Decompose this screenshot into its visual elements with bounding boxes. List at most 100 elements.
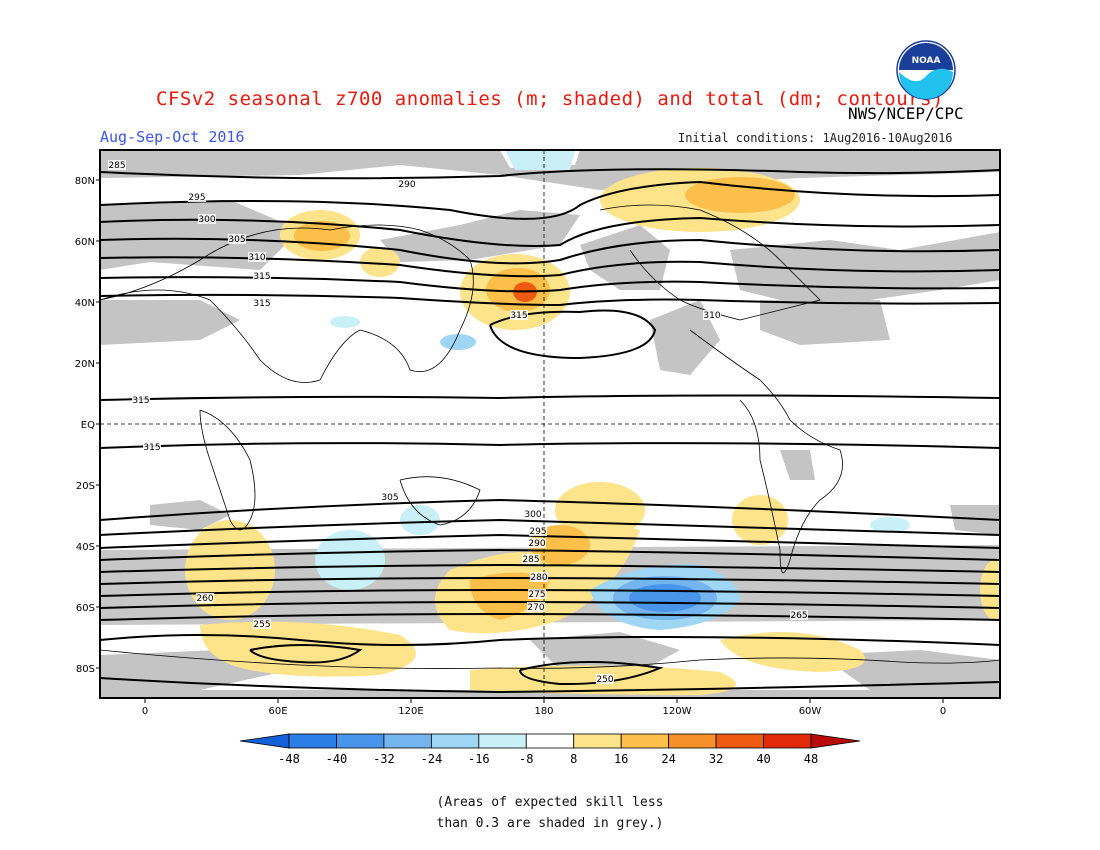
colorbar-segment [478, 733, 527, 749]
contour-label: 260 [196, 594, 213, 604]
contour-label-bg [524, 509, 542, 519]
colorbar-segment [288, 733, 337, 749]
contour-label: 315 [253, 272, 270, 282]
lat-label: 40S [76, 542, 95, 553]
longitude-labels: 0 60E 120E 180 120W 60W 0 [142, 698, 946, 717]
colorbar-segment [525, 733, 575, 749]
colorbar-tick-label: 8 [570, 752, 577, 766]
latitude-labels: 80N 60N 40N 20N EQ 20S 40S 60S 80S [75, 176, 100, 675]
page-title: CFSv2 seasonal z700 anomalies (m; shaded… [156, 88, 944, 110]
contour-label: 295 [188, 193, 205, 203]
lon-label: 60W [799, 706, 822, 717]
colorbar-segment [810, 733, 861, 749]
contour-label-bg [527, 602, 545, 612]
contour-label: 315 [253, 299, 270, 309]
colorbar-tick-label: -8 [519, 752, 533, 766]
contour-label-bg [248, 252, 266, 262]
contour-label-bg [228, 234, 246, 244]
lat-label: 20N [75, 359, 95, 370]
colorbar-tick-label: 32 [709, 752, 723, 766]
contour-label: 280 [530, 573, 547, 583]
contour-label-bg [703, 310, 721, 320]
colorbar-segment [668, 733, 717, 749]
contour-label-bg [253, 298, 271, 308]
colorbar-tick-label: -16 [468, 752, 490, 766]
skill-note-line-1: (Areas of expected skill less [436, 795, 664, 810]
lat-label: 60S [76, 603, 95, 614]
contour-label-bg [188, 192, 206, 202]
lon-label: 120W [663, 706, 692, 717]
lon-label: 180 [534, 706, 553, 717]
colorbar-tick-label: -32 [373, 752, 395, 766]
contour-label: 285 [108, 161, 125, 171]
contour-label-bg [108, 160, 126, 170]
lon-label: 120E [398, 706, 423, 717]
colorbar-segment [620, 733, 670, 749]
contour-label-bg [143, 442, 161, 452]
contour-label-bg [528, 589, 546, 599]
contour-label-bg [596, 674, 614, 684]
positive-anomaly-shading [185, 168, 1000, 695]
contour-label-bg [198, 214, 216, 224]
colorbar-segment [763, 733, 812, 749]
contour-label: 250 [596, 675, 613, 685]
initial-conditions-label: Initial conditions: 1Aug2016-10Aug2016 [678, 131, 953, 145]
colorbar-tick-label: 16 [614, 752, 628, 766]
colorbar: -48 -40 -32 -24 -16 -8 8 16 24 32 40 48 [239, 733, 861, 766]
logo-text: NOAA [912, 56, 941, 66]
contour-label-bg [132, 395, 150, 405]
colorbar-segment [715, 733, 764, 749]
contour-label: 300 [198, 215, 215, 225]
contour-label: 265 [790, 611, 807, 621]
contour-label-bg [790, 610, 808, 620]
lat-label: 20S [76, 481, 95, 492]
colorbar-segment [383, 733, 432, 749]
colorbar-segment [430, 733, 480, 749]
colorbar-tick-label: 24 [661, 752, 675, 766]
skill-note-line-2: than 0.3 are shaded in grey.) [436, 816, 664, 831]
season-label: Aug-Sep-Oct 2016 [100, 128, 245, 146]
colorbar-tick-label: -24 [421, 752, 443, 766]
colorbar-segment [239, 733, 290, 749]
height-contours [100, 168, 1000, 694]
contour-label: 290 [398, 180, 415, 190]
skill-note: (Areas of expected skill less than 0.3 a… [0, 792, 1100, 834]
colorbar-tick-label: 48 [804, 752, 818, 766]
colorbar-tick-label: 40 [756, 752, 770, 766]
contour-label-bg [398, 179, 416, 189]
contour-label: 305 [381, 493, 398, 503]
contour-label-bg [253, 619, 271, 629]
contour-label: 270 [527, 603, 544, 613]
contour-label: 285 [522, 555, 539, 565]
contour-label-bg [510, 310, 528, 320]
contour-label: 290 [528, 539, 545, 549]
lon-label: 0 [142, 706, 148, 717]
contour-label: 315 [510, 311, 527, 321]
contour-label-bg [529, 526, 547, 536]
contour-label-bg [253, 271, 271, 281]
lat-label: 80S [76, 664, 95, 675]
contour-label: 300 [524, 510, 541, 520]
contour-label-bg [196, 593, 214, 603]
contour-label: 315 [132, 396, 149, 406]
contour-label: 315 [143, 443, 160, 453]
contour-label: 305 [228, 235, 245, 245]
colorbar-segment [336, 733, 385, 749]
lat-label: 60N [75, 237, 95, 248]
lon-label: 60E [268, 706, 287, 717]
lat-label: 80N [75, 176, 95, 187]
coastlines [100, 204, 1000, 669]
colorbar-segment [573, 733, 622, 749]
contour-label-bg [381, 492, 399, 502]
contour-label-bg [522, 554, 540, 564]
colorbar-tick-label: -48 [278, 752, 300, 766]
agency-label: NWS/NCEP/CPC [848, 104, 964, 123]
contour-label: 275 [528, 590, 545, 600]
contour-label-bg [528, 538, 546, 548]
contour-label-bg [530, 572, 548, 582]
contour-label: 295 [529, 527, 546, 537]
lat-label: EQ [81, 420, 95, 431]
contour-label: 310 [703, 311, 720, 321]
